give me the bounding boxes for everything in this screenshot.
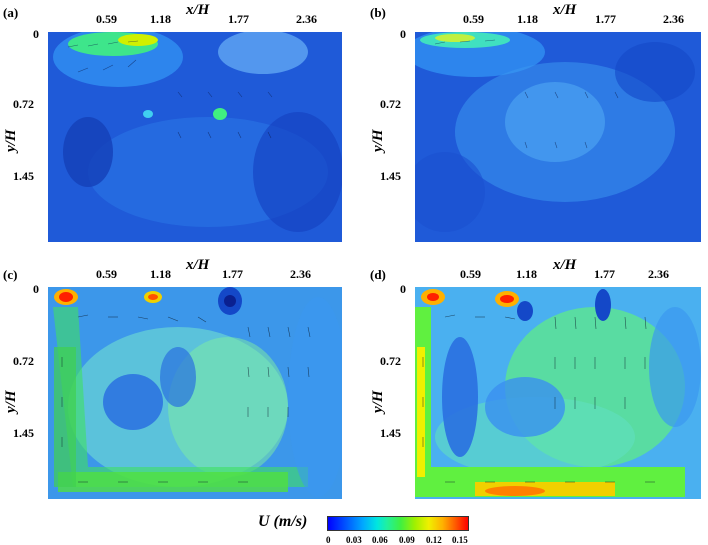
x-tick: 0.59 — [96, 267, 117, 281]
x-axis-label: x/H — [186, 2, 210, 18]
colorbar-tick: 0 — [326, 535, 331, 545]
velocity-field-plot — [415, 287, 701, 499]
y-tick: 1.45 — [13, 426, 34, 440]
y-axis-label: y/H — [3, 129, 19, 153]
x-axis-label: x/H — [553, 257, 577, 273]
x-axis-label: x/H — [553, 2, 577, 18]
y-axis-label: y/H — [370, 129, 386, 153]
y-tick: 1.45 — [380, 426, 401, 440]
panel-label: (d) — [370, 267, 386, 282]
y-tick: 0.72 — [380, 97, 401, 111]
colorbar-tick: 0.06 — [372, 535, 388, 545]
x-tick: 0.59 — [460, 267, 481, 281]
y-axis-label: y/H — [370, 390, 386, 414]
y-tick: 0 — [400, 27, 406, 41]
x-tick: 1.77 — [595, 12, 616, 26]
y-tick: 0.72 — [13, 97, 34, 111]
x-tick: 1.77 — [222, 267, 243, 281]
panel-d: (d) x/H 0.59 1.18 1.77 2.36 0 0.72 1.45 … — [356, 255, 708, 505]
panel-label: (b) — [370, 5, 386, 20]
x-axis-label: x/H — [186, 257, 210, 273]
x-tick: 1.18 — [516, 267, 537, 281]
colorbar — [327, 516, 469, 531]
colorbar-title: U (m/s) — [258, 513, 308, 530]
panel-a: (a) x/H 0.59 1.18 1.77 2.36 0 0.72 1.45 … — [0, 0, 350, 250]
x-tick: 1.18 — [150, 12, 171, 26]
x-tick: 2.36 — [296, 12, 317, 26]
panel-label: (a) — [3, 5, 19, 20]
y-tick: 0 — [33, 282, 39, 296]
x-tick: 0.59 — [96, 12, 117, 26]
x-tick: 0.59 — [463, 12, 484, 26]
x-tick: 2.36 — [648, 267, 669, 281]
x-tick: 2.36 — [663, 12, 684, 26]
velocity-field-plot — [48, 287, 342, 499]
colorbar-tick: 0.03 — [346, 535, 362, 545]
panel-b: (b) x/H 0.59 1.18 1.77 2.36 0 0.72 1.45 … — [356, 0, 708, 250]
velocity-field-plot — [415, 32, 701, 242]
y-tick: 1.45 — [380, 169, 401, 183]
colorbar-tick: 0.12 — [426, 535, 442, 545]
x-tick: 1.77 — [594, 267, 615, 281]
y-axis-label: y/H — [3, 390, 19, 414]
y-tick: 1.45 — [13, 169, 34, 183]
x-tick: 1.77 — [228, 12, 249, 26]
x-tick: 1.18 — [517, 12, 538, 26]
y-tick: 0.72 — [13, 354, 34, 368]
x-tick: 1.18 — [150, 267, 171, 281]
velocity-field-plot — [48, 32, 342, 242]
panel-c: (c) x/H 0.59 1.18 1.77 2.36 0 0.72 1.45 … — [0, 255, 350, 505]
y-tick: 0 — [400, 282, 406, 296]
y-tick: 0 — [33, 27, 39, 41]
colorbar-tick: 0.09 — [399, 535, 415, 545]
colorbar-tick: 0.15 — [452, 535, 468, 545]
x-tick: 2.36 — [290, 267, 311, 281]
panel-label: (c) — [3, 267, 18, 282]
y-tick: 0.72 — [380, 354, 401, 368]
